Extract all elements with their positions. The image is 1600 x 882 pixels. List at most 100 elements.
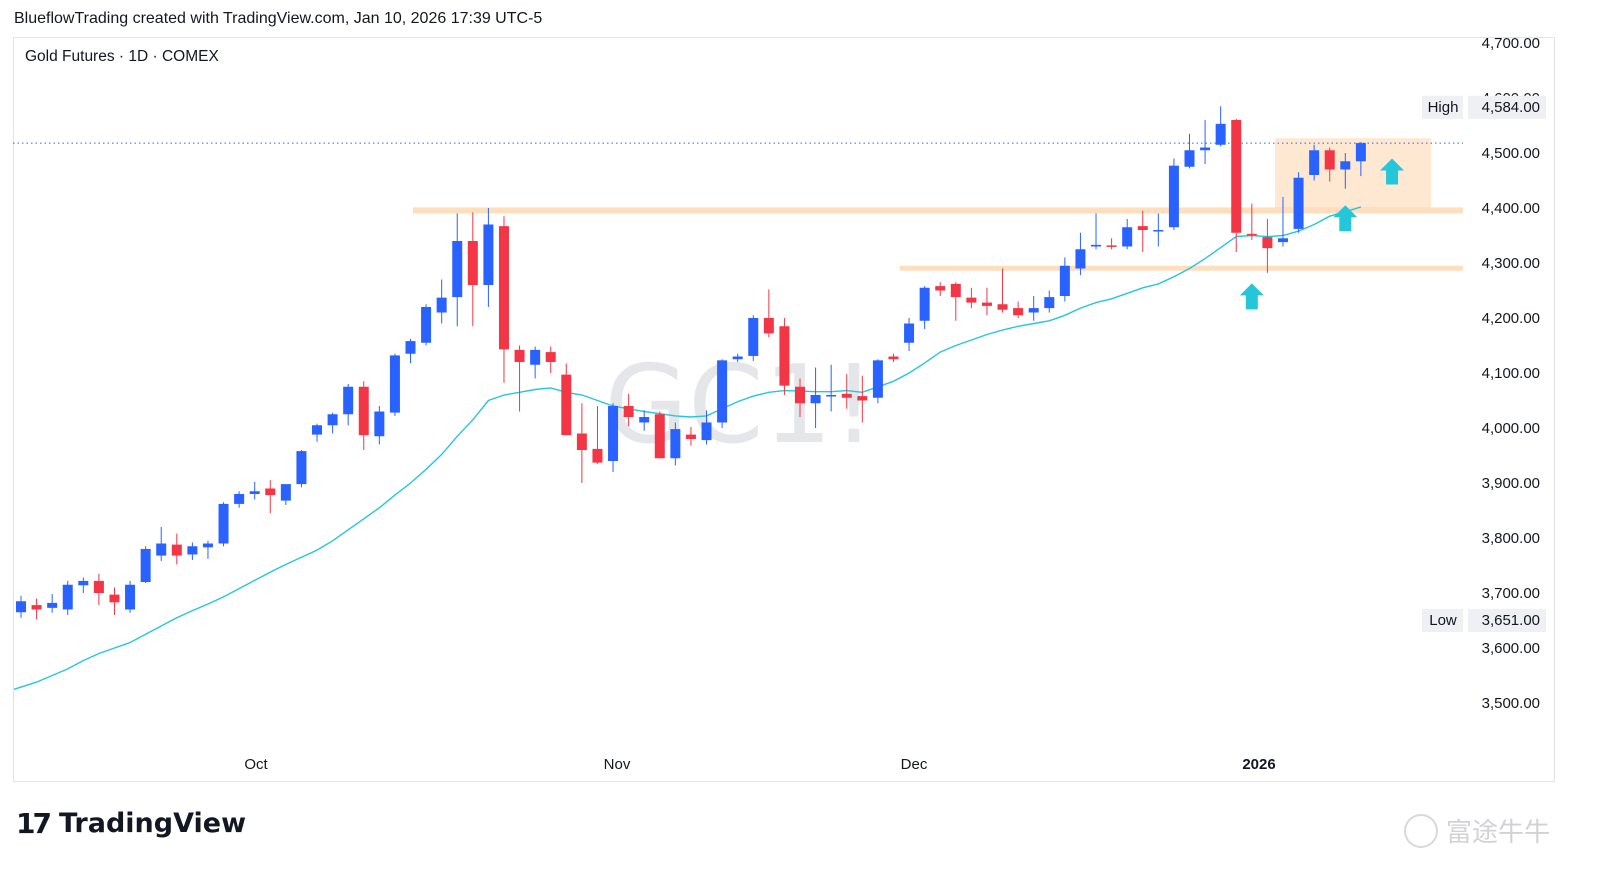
x-tick-label: Nov <box>604 756 631 773</box>
tradingview-logo[interactable]: 17 TradingView <box>16 807 246 840</box>
y-tick-label: 3,900.00 <box>1482 475 1540 492</box>
candle-body <box>1013 308 1024 316</box>
candle-body <box>1262 237 1273 249</box>
candle-body <box>748 318 759 356</box>
y-tick-label: 4,700.00 <box>1482 35 1540 52</box>
candle-body <box>405 341 416 354</box>
candle-body <box>950 283 961 298</box>
candle-body <box>1122 227 1133 247</box>
candle-body <box>795 386 805 404</box>
candle-body <box>1091 244 1102 247</box>
candle-body <box>1246 233 1257 236</box>
candle-body <box>16 601 26 613</box>
candle-body <box>1231 120 1242 233</box>
low-label-bg <box>1422 608 1463 632</box>
futu-logo-icon <box>1403 813 1438 848</box>
candle-body <box>265 488 276 496</box>
candle-body <box>1355 143 1366 162</box>
candle-body <box>1059 265 1070 296</box>
candle-body <box>608 406 619 461</box>
candle-body <box>545 352 556 362</box>
zone-0 <box>413 207 1463 214</box>
candle-body <box>685 434 696 439</box>
candle-body <box>763 318 774 334</box>
candle-body <box>904 323 915 343</box>
candle-body <box>592 448 603 463</box>
low-value-text: 3,651.00 <box>1482 612 1540 629</box>
candle-body <box>717 360 728 423</box>
candle-body <box>1106 245 1117 247</box>
y-tick-label: 3,500.00 <box>1482 695 1540 712</box>
candle-body <box>358 386 369 436</box>
candle-body <box>732 356 743 360</box>
candle-body <box>467 241 478 285</box>
low-label-text: Low <box>1429 612 1457 629</box>
candle-body <box>997 304 1008 310</box>
candle-body <box>1028 308 1039 313</box>
candle-body <box>62 584 73 610</box>
y-tick-label: 4,200.00 <box>1482 310 1540 327</box>
candle-body <box>1215 123 1226 145</box>
candle-body <box>31 605 42 610</box>
candle-body <box>639 417 650 423</box>
candle-body <box>327 414 338 426</box>
candle-body <box>670 429 681 459</box>
y-tick-label: 4,400.00 <box>1482 200 1540 217</box>
candle-body <box>561 374 572 436</box>
up-arrow-icon <box>1239 283 1264 310</box>
candle-body <box>826 395 837 397</box>
candle-body <box>47 602 58 608</box>
candle-body <box>436 297 447 313</box>
candle-body <box>125 584 136 610</box>
y-tick-label: 3,700.00 <box>1482 585 1540 602</box>
candle-body <box>1309 150 1320 175</box>
futu-watermark-text: 富途牛牛 <box>1445 817 1550 847</box>
candle-body <box>1153 230 1164 232</box>
candle-body <box>1137 226 1148 230</box>
candle-body <box>1293 177 1304 229</box>
candle-body <box>1340 161 1351 170</box>
zone-1 <box>900 265 1463 271</box>
candle-body <box>1324 150 1335 170</box>
y-tick-label: 3,600.00 <box>1482 640 1540 657</box>
candle-body <box>140 549 151 582</box>
high-label-text: High <box>1428 99 1459 116</box>
low-value-bg <box>1468 608 1546 632</box>
candle-body <box>280 484 291 501</box>
candle-body <box>872 360 883 398</box>
candle-body <box>935 286 946 291</box>
candle-body <box>109 594 120 603</box>
x-tick-label: 2026 <box>1242 756 1275 773</box>
candle-body <box>296 451 307 485</box>
futu-watermark: 富途牛牛 <box>1403 812 1550 849</box>
candle-body <box>498 226 509 350</box>
up-arrow-icon <box>1333 205 1358 232</box>
candle-body <box>701 422 712 441</box>
candle-body <box>343 386 354 415</box>
high-label-bg <box>1422 95 1463 119</box>
y-tick-label: 4,500.00 <box>1482 145 1540 162</box>
ticker-watermark: GC1! <box>604 343 875 468</box>
candle-body <box>234 494 245 504</box>
candle-body <box>888 356 899 360</box>
candle-body <box>374 411 385 437</box>
chart-frame <box>13 37 1555 782</box>
candle-body <box>1184 150 1195 167</box>
candle-body <box>312 425 323 435</box>
high-value-text: 4,584.00 <box>1482 99 1540 116</box>
y-tick-label: 3,800.00 <box>1482 530 1540 547</box>
ema-line <box>13 206 1362 690</box>
candle-body <box>389 355 400 413</box>
candle-body <box>78 580 89 586</box>
candle-body <box>919 287 930 321</box>
symbol-title: Gold Futures · 1D · COMEX <box>25 48 219 65</box>
candle-body <box>156 543 167 556</box>
candle-body <box>1044 297 1055 309</box>
y-tick-label: 4,300.00 <box>1482 255 1540 272</box>
high-value-bg <box>1468 95 1546 119</box>
candle-body <box>810 395 821 404</box>
up-arrow-icon <box>1380 158 1405 185</box>
y-tick-label: 4,000.00 <box>1482 420 1540 437</box>
candle-body <box>202 543 213 548</box>
